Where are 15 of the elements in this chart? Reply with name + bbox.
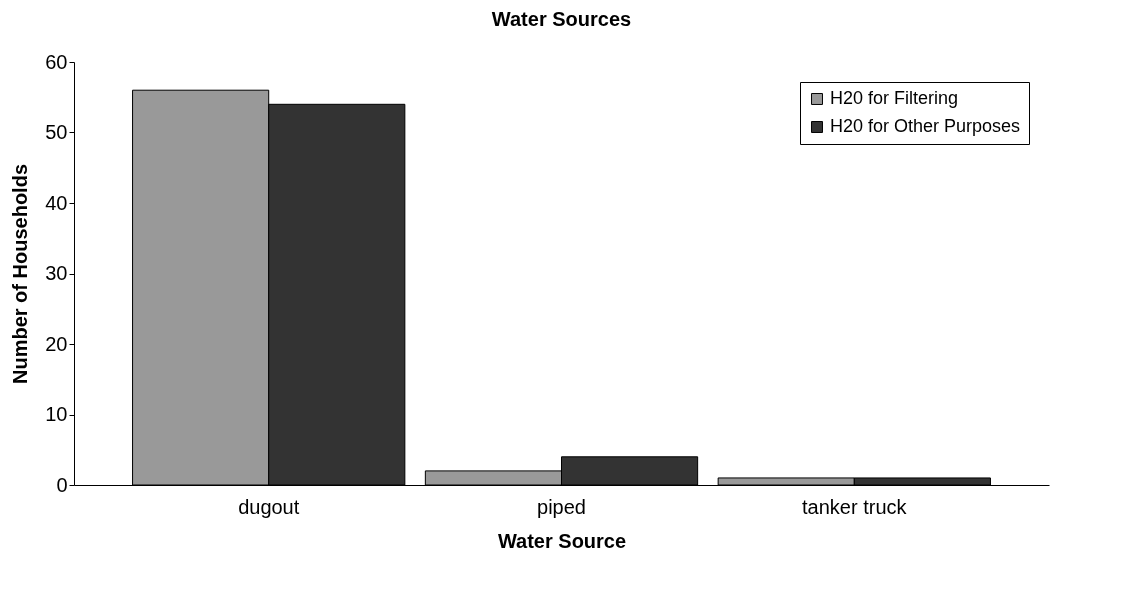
x-tick-label: tanker truck [802, 495, 908, 518]
legend-label: H20 for Filtering [830, 88, 959, 108]
y-tick-label: 60 [45, 50, 68, 73]
y-tick-label: 20 [45, 332, 68, 355]
y-tick-label: 10 [45, 403, 68, 425]
y-axis-title: Number of Households [9, 163, 32, 385]
x-axis-title: Water Source [497, 529, 627, 552]
chart-title: Water Sources [491, 8, 632, 30]
x-tick-label: piped [537, 495, 586, 518]
x-tick-label: dugout [238, 495, 300, 518]
legend-label: H20 for Other Purposes [830, 116, 1021, 136]
y-tick-label: 30 [45, 262, 68, 284]
y-tick-label: 50 [45, 121, 68, 143]
y-tick-label: 40 [45, 191, 68, 214]
y-tick-label: 0 [56, 473, 68, 496]
